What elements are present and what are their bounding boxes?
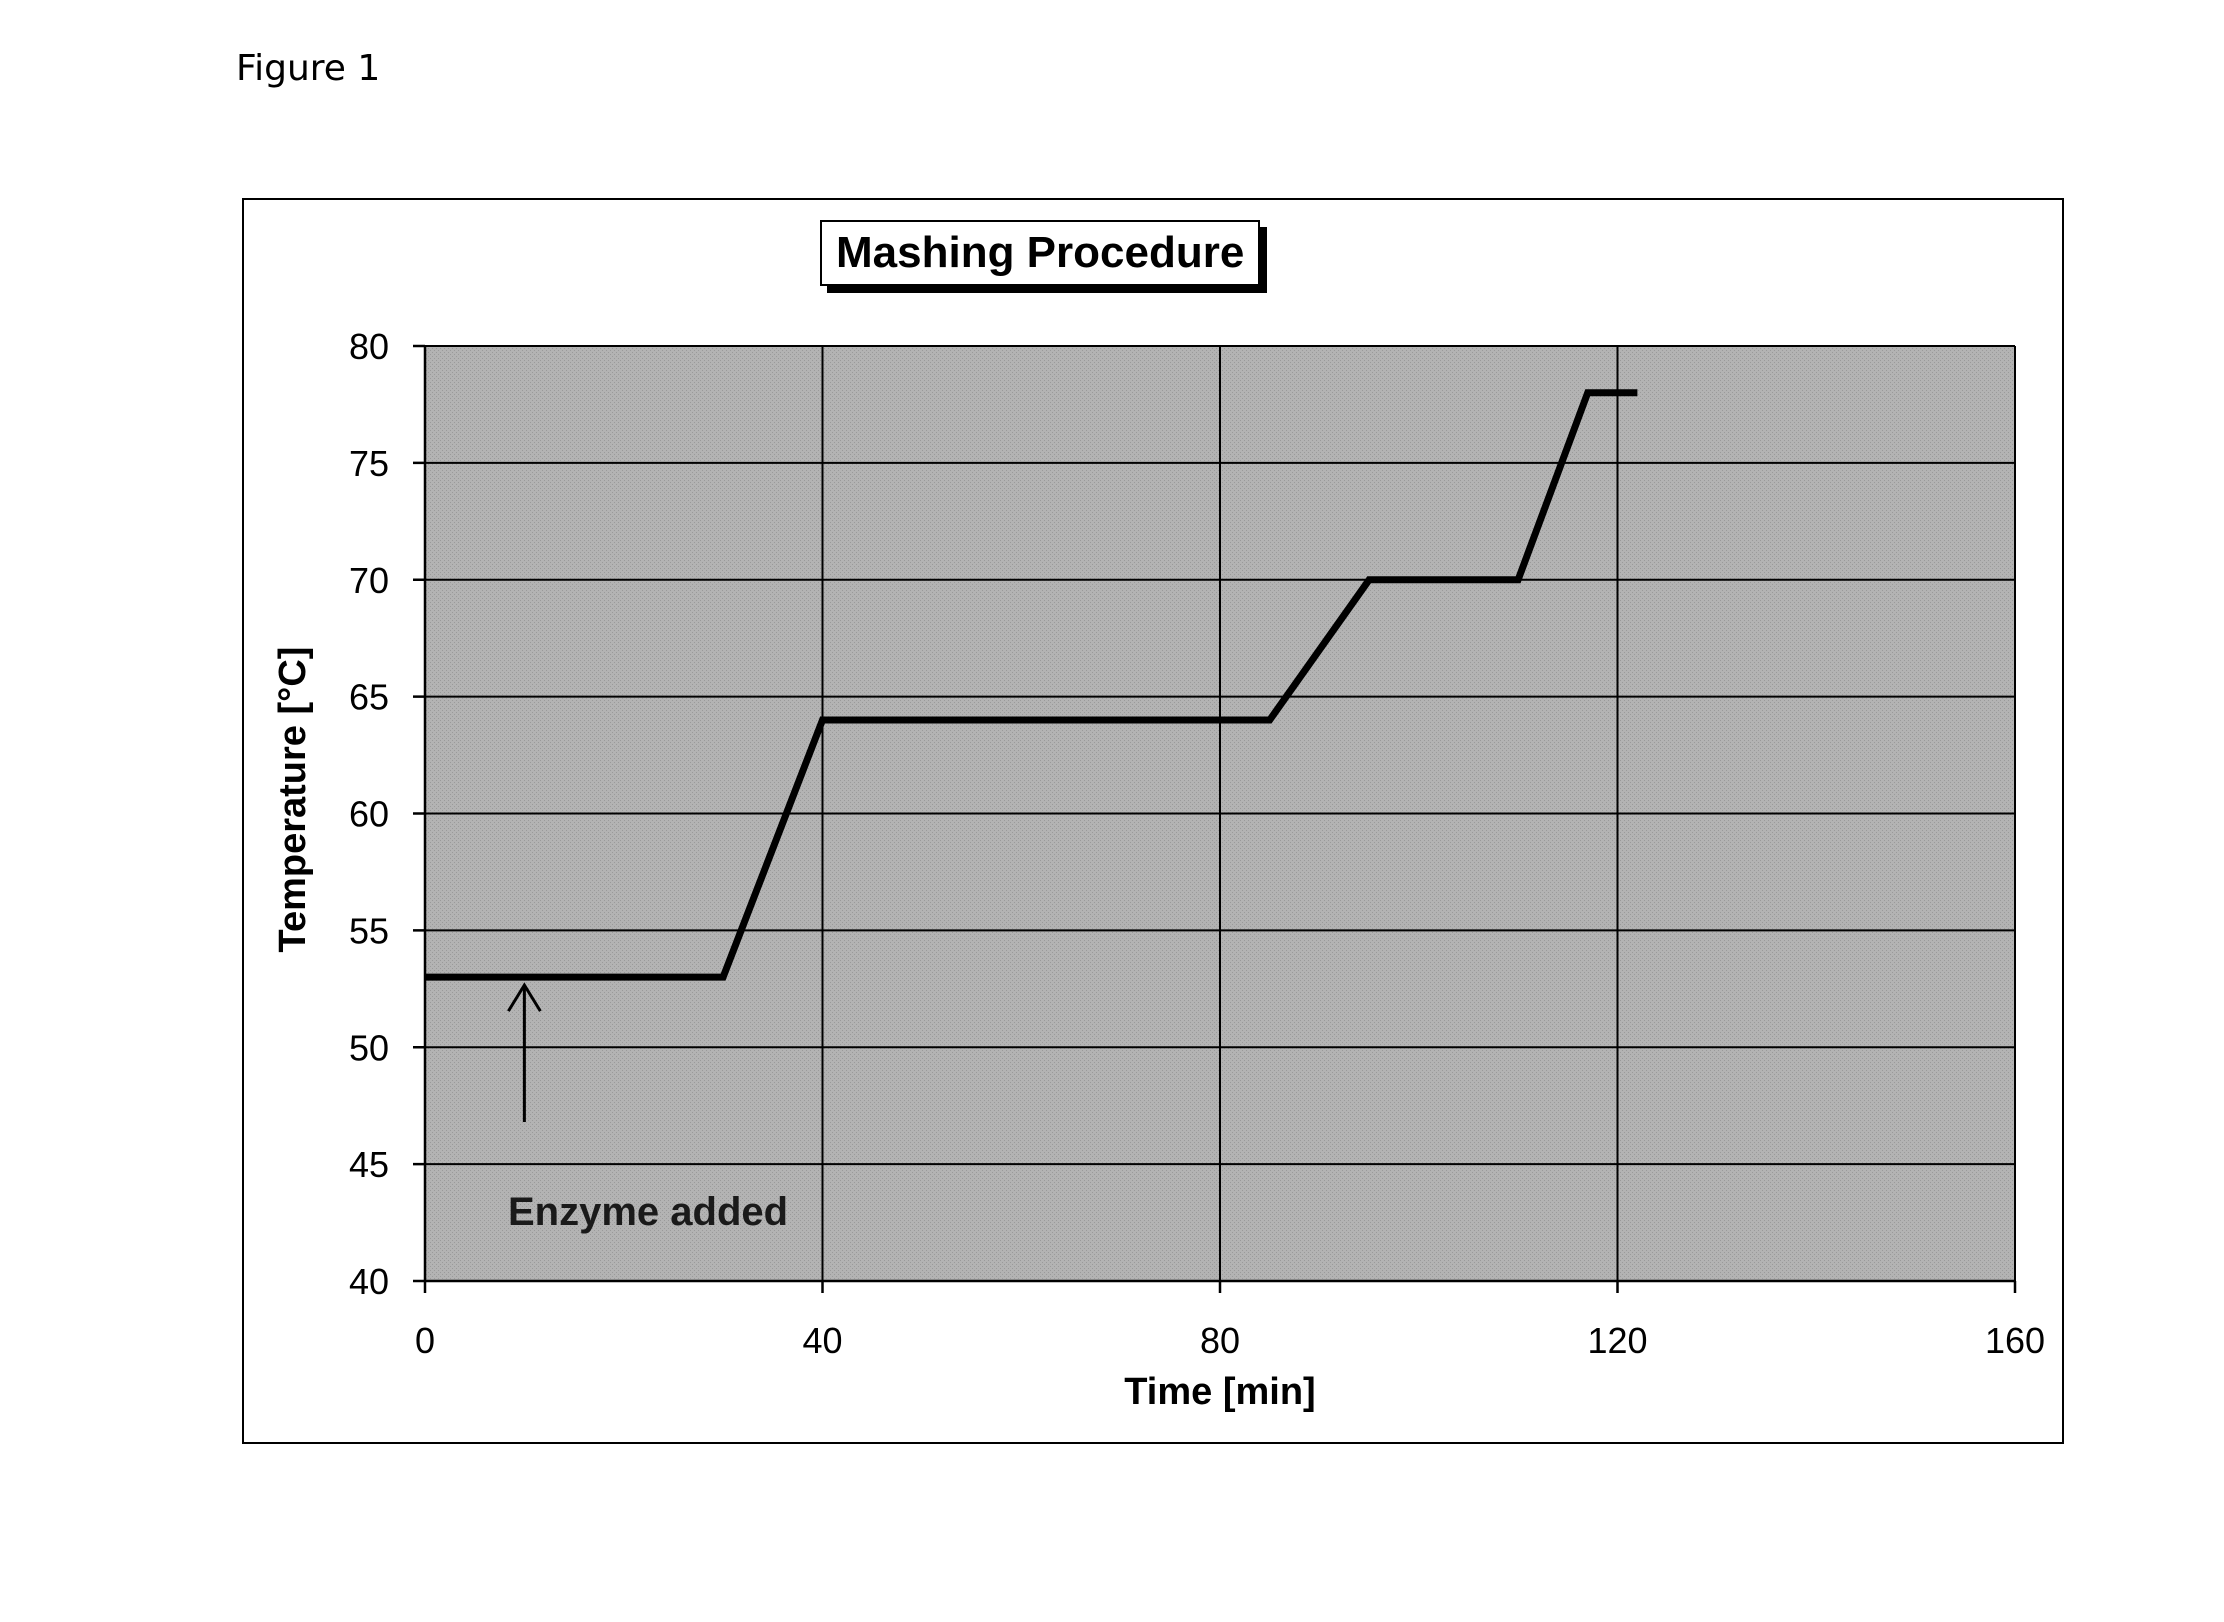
x-tick-label-120: 120 [1587, 1320, 1647, 1361]
y-tick-label-80: 80 [349, 326, 389, 367]
y-tick-label-50: 50 [349, 1027, 389, 1068]
chart-title: Mashing Procedure [820, 220, 1260, 286]
y-axis-title: Temperature [°C] [272, 647, 314, 953]
y-tick-label-60: 60 [349, 794, 389, 835]
x-tick-label-160: 160 [1985, 1320, 2045, 1361]
y-tick-label-65: 65 [349, 677, 389, 718]
y-tick-label-70: 70 [349, 560, 389, 601]
annotation-text-0: Enzyme added [508, 1190, 788, 1234]
x-tick-label-0: 0 [415, 1320, 435, 1361]
x-axis-title: Time [min] [1124, 1371, 1315, 1413]
y-tick-label-55: 55 [349, 910, 389, 951]
y-tick-label-75: 75 [349, 443, 389, 484]
x-tick-label-80: 80 [1200, 1320, 1240, 1361]
x-tick-label-40: 40 [802, 1320, 842, 1361]
y-tick-label-45: 45 [349, 1144, 389, 1185]
y-tick-label-40: 40 [349, 1261, 389, 1302]
